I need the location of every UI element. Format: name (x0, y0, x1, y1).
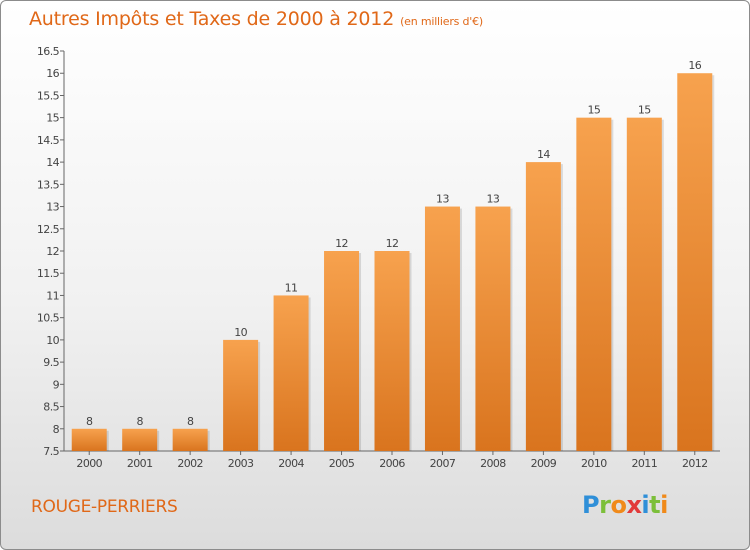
y-axis: 7.5 8 8.5 9 9.5 10 10.5 11 11.5 12 12.5 13 13.5 14 14.… (37, 45, 65, 458)
x-tick-label: 2001 (127, 457, 153, 470)
bar (223, 339, 259, 451)
x-tick-label: 2009 (531, 457, 557, 470)
logo-letter: i (641, 491, 650, 519)
y-tick-label: 10.5 (37, 312, 60, 325)
data-label: 8 (86, 415, 93, 428)
bar (475, 206, 511, 451)
data-label: 12 (335, 237, 348, 250)
y-tick-label: 8.5 (43, 401, 59, 414)
y-tick-label: 13.5 (37, 178, 60, 191)
logo-letter: o (610, 491, 627, 519)
data-label: 12 (386, 237, 399, 250)
chart-title: Autres Impôts et Taxes de 2000 à 2012 (en… (29, 8, 483, 30)
x-axis: 2000 2001 2002 2003 2004 2005 2006 2007 2008 2009… (64, 450, 720, 470)
y-tick-label: 12.5 (37, 223, 60, 236)
data-label: 13 (436, 193, 449, 206)
y-tick-label: 7.5 (43, 445, 59, 458)
x-tick-label: 2010 (581, 457, 607, 470)
bar (71, 428, 107, 451)
y-tick-label: 12 (46, 245, 59, 258)
logo-letter: i (660, 491, 668, 519)
bar (626, 117, 662, 452)
bar (424, 206, 460, 451)
x-tick-label: 2007 (430, 457, 456, 470)
x-tick-label: 2003 (228, 457, 254, 470)
data-label: 15 (638, 104, 651, 117)
x-tick-label: 2008 (480, 457, 506, 470)
bar (576, 117, 612, 452)
y-tick-label: 14.5 (37, 134, 60, 147)
y-tick-label: 15.5 (37, 89, 60, 102)
y-tick-label: 16 (46, 67, 59, 80)
data-label: 10 (234, 326, 247, 339)
bar (122, 428, 158, 451)
x-tick-label: 2012 (682, 457, 708, 470)
y-tick-label: 15 (46, 112, 59, 125)
data-label: 8 (136, 415, 143, 428)
bar (525, 162, 561, 451)
x-tick-label: 2004 (278, 457, 304, 470)
data-labels: 8 8 8 10 11 12 12 13 13 14 15 15 16 (86, 59, 702, 428)
x-tick-label: 2002 (177, 457, 203, 470)
x-tick-label: 2000 (76, 457, 102, 470)
x-tick-label: 2011 (632, 457, 658, 470)
y-tick-label: 14 (46, 156, 59, 169)
bars (71, 73, 715, 452)
data-label: 14 (537, 148, 550, 161)
y-tick-label: 11 (46, 289, 59, 302)
y-tick-label: 9.5 (43, 356, 59, 369)
y-tick-label: 9 (53, 378, 60, 391)
x-tick-label: 2006 (379, 457, 405, 470)
x-tick-label: 2005 (329, 457, 355, 470)
logo-letter: P (582, 491, 600, 519)
chart-title-text: Autres Impôts et Taxes de 2000 à 2012 (29, 8, 395, 30)
bar (677, 73, 713, 451)
bar (273, 295, 309, 451)
proxiti-logo[interactable]: Proxiti (582, 491, 668, 519)
town-name: ROUGE-PERRIERS (31, 497, 178, 517)
data-label: 8 (187, 415, 194, 428)
data-label: 15 (587, 104, 600, 117)
data-label: 13 (487, 193, 500, 206)
logo-letter: t (649, 491, 661, 519)
data-label: 16 (688, 59, 701, 72)
y-tick-label: 10 (46, 334, 59, 347)
data-label: 11 (285, 281, 298, 294)
y-tick-label: 11.5 (37, 267, 60, 280)
logo-letter: x (626, 491, 642, 519)
bar (374, 251, 410, 451)
chart-subtitle: (en milliers d'€) (400, 15, 483, 28)
y-tick-label: 13 (46, 201, 59, 214)
y-tick-label: 16.5 (37, 45, 60, 58)
bar (324, 251, 360, 451)
bar (172, 428, 208, 451)
logo-letter: r (599, 491, 611, 519)
y-tick-label: 8 (53, 423, 60, 436)
